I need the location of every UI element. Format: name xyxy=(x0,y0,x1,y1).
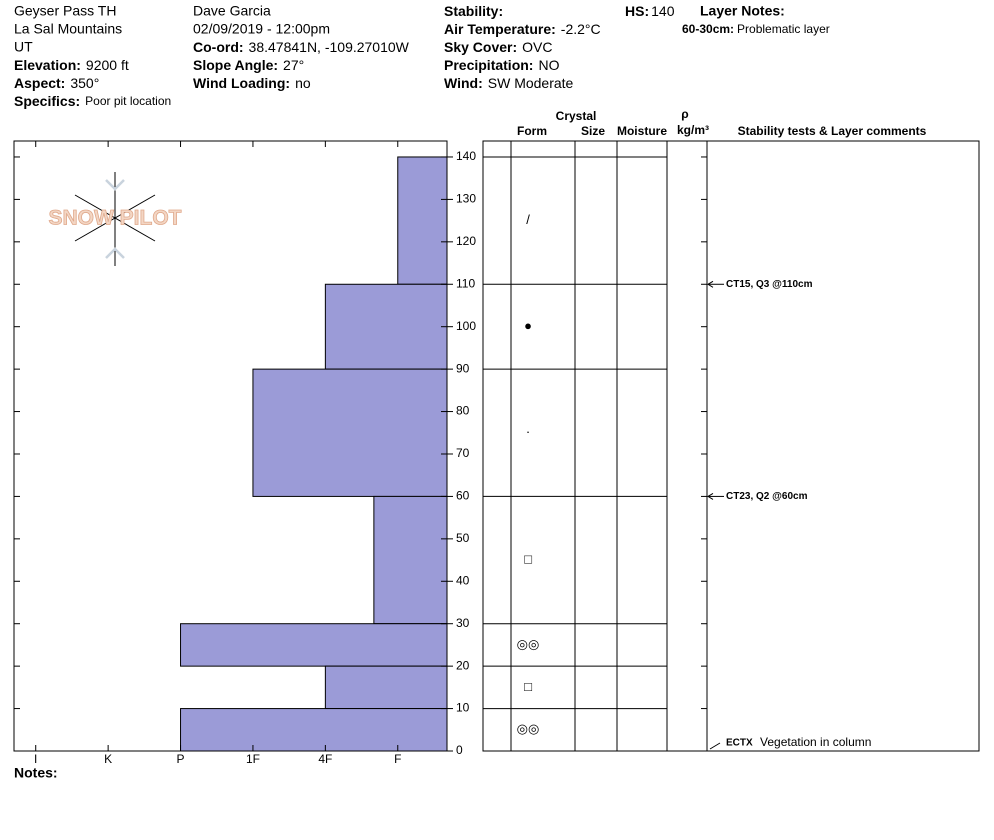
column-header: Moisture xyxy=(617,124,667,138)
y-tick-label: 30 xyxy=(456,616,470,630)
x-tick-label: F xyxy=(394,752,401,766)
grain-form: □ xyxy=(524,552,532,567)
field-value: Poor pit location xyxy=(85,94,171,108)
field-value: -2.2°C xyxy=(561,21,601,37)
field-value: OVC xyxy=(522,39,552,55)
y-tick-label: 50 xyxy=(456,531,470,545)
column-header: ρ xyxy=(681,107,688,121)
test-text: CT15, Q3 @110cm xyxy=(726,279,813,290)
y-tick-label: 10 xyxy=(456,701,470,715)
hardness-bar xyxy=(324,283,448,370)
grain-form: ● xyxy=(524,318,532,333)
y-tick-label: 40 xyxy=(456,573,470,587)
grain-form: · xyxy=(526,424,530,439)
grain-form: □ xyxy=(524,679,532,694)
note-label: 60-30cm: xyxy=(682,22,734,36)
header-text: UT xyxy=(14,39,33,55)
field-label: Specifics: xyxy=(14,93,80,109)
field-label: Wind: xyxy=(444,75,483,91)
header-text: Geyser Pass TH xyxy=(14,3,116,19)
hardness-bar xyxy=(180,623,448,667)
hardness-bar xyxy=(252,368,448,497)
header-field: Specifics: Poor pit location xyxy=(14,93,171,109)
layer-note: 60-30cm: Problematic layer xyxy=(682,22,830,36)
arrow-head xyxy=(707,280,714,288)
field-label: Stability: xyxy=(444,3,503,19)
grain-form: ◎◎ xyxy=(517,636,540,651)
hs-value: 140 xyxy=(651,3,675,19)
column-header: Size xyxy=(581,124,605,138)
field-label: Elevation: xyxy=(14,57,81,73)
header-text: Dave Garcia xyxy=(193,3,271,19)
logo-snowflake xyxy=(74,172,156,266)
hardness-bar xyxy=(180,708,448,752)
field-value: 38.47841N, -109.27010W xyxy=(249,39,410,55)
note-value: Problematic layer xyxy=(737,22,830,36)
y-tick-label: 60 xyxy=(456,489,470,503)
layer-table-frame xyxy=(482,140,980,752)
x-tick-label: K xyxy=(104,752,112,766)
hardness-bar xyxy=(373,495,448,625)
arrow-head xyxy=(707,492,714,500)
header-field: Wind Loading: no xyxy=(193,75,311,91)
y-tick-label: 20 xyxy=(456,658,470,672)
field-label: Sky Cover: xyxy=(444,39,517,55)
column-header: Stability tests & Layer comments xyxy=(738,124,927,138)
column-header: kg/m³ xyxy=(677,123,709,137)
field-label: Slope Angle: xyxy=(193,57,278,73)
field-value: no xyxy=(295,75,311,91)
header-field: Precipitation: NO xyxy=(444,57,560,73)
header-text: 02/09/2019 - 12:00pm xyxy=(193,21,330,37)
test-arrow xyxy=(709,742,721,750)
grain-form: / xyxy=(526,212,530,227)
hs: HS: 140 xyxy=(625,3,675,19)
header-field: Sky Cover: OVC xyxy=(444,39,553,55)
header-field: Slope Angle: 27° xyxy=(193,57,304,73)
notes-label: Notes: xyxy=(14,765,58,781)
hs-label: HS: xyxy=(625,3,649,19)
y-tick-label: 0 xyxy=(456,743,463,757)
hardness-bar xyxy=(397,156,448,285)
x-tick-label: 1F xyxy=(246,752,260,766)
header-field: Co-ord: 38.47841N, -109.27010W xyxy=(193,39,410,55)
field-value: NO xyxy=(538,57,559,73)
field-value: 350° xyxy=(70,75,99,91)
header-field: Air Temperature: -2.2°C xyxy=(444,21,601,37)
x-tick-label: I xyxy=(34,752,37,766)
field-label: Co-ord: xyxy=(193,39,244,55)
grain-form: ◎◎ xyxy=(517,721,540,736)
y-tick-label: 70 xyxy=(456,446,470,460)
field-label: Precipitation: xyxy=(444,57,533,73)
field-value: SW Moderate xyxy=(488,75,574,91)
header-field: Aspect: 350° xyxy=(14,75,99,91)
layer-notes-title: Layer Notes: xyxy=(700,3,785,19)
x-tick-label: 4F xyxy=(318,752,332,766)
header-text: La Sal Mountains xyxy=(14,21,122,37)
field-value: 27° xyxy=(283,57,304,73)
header-field: Wind: SW Moderate xyxy=(444,75,574,91)
field-value: 9200 ft xyxy=(86,57,129,73)
header-field: Stability: xyxy=(444,3,503,19)
logo-text: SNOW PILOT xyxy=(49,207,182,230)
header-field: Elevation: 9200 ft xyxy=(14,57,129,73)
y-tick-label: 80 xyxy=(456,404,470,418)
y-tick-label: 100 xyxy=(456,319,476,333)
y-tick-label: 140 xyxy=(456,149,476,163)
test-text: CT23, Q2 @60cm xyxy=(726,491,808,502)
field-label: Wind Loading: xyxy=(193,75,290,91)
test-code: ECTX xyxy=(726,738,753,749)
field-label: Aspect: xyxy=(14,75,65,91)
test-comment: Vegetation in column xyxy=(760,735,871,749)
y-tick-label: 90 xyxy=(456,361,470,375)
column-header: Crystal xyxy=(556,109,597,123)
field-label: Air Temperature: xyxy=(444,21,556,37)
table-columns xyxy=(510,141,708,751)
hardness-bar xyxy=(324,665,448,710)
column-header: Form xyxy=(517,124,547,138)
y-tick-label: 110 xyxy=(456,276,475,290)
y-tick-label: 130 xyxy=(456,192,476,206)
x-tick-label: P xyxy=(177,752,185,766)
y-tick-label: 120 xyxy=(456,234,476,248)
